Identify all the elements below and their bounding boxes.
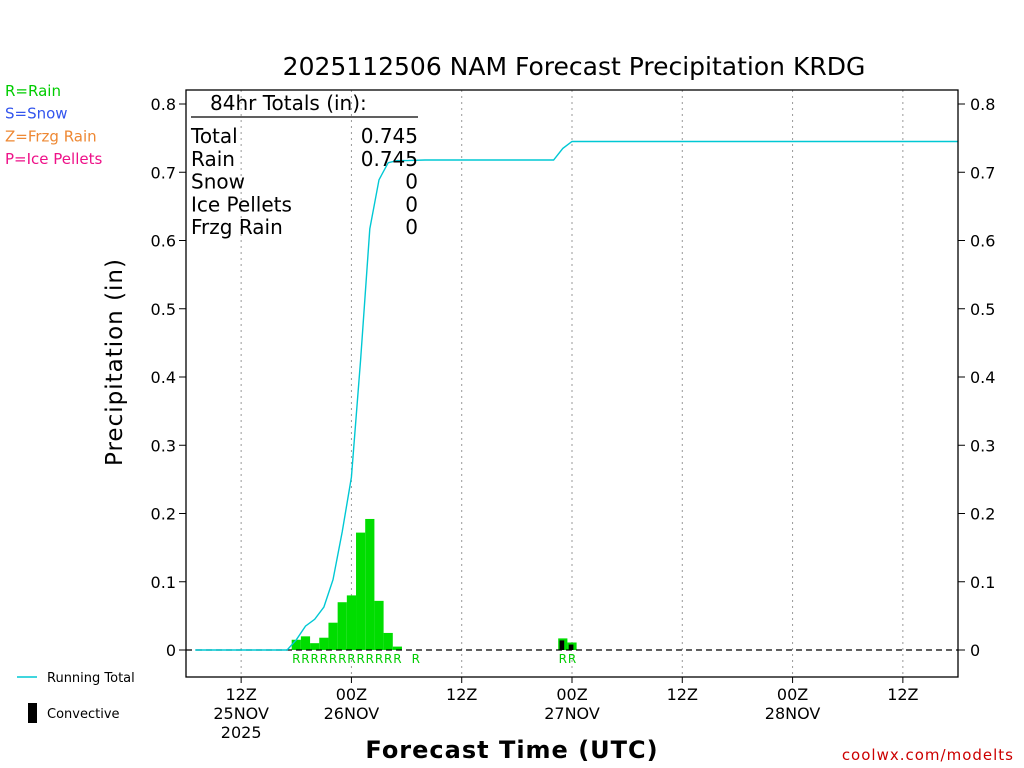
ptype-marker: R: [347, 652, 355, 666]
x-tick-label: 26NOV: [324, 704, 380, 723]
x-tick-label: 00Z: [777, 685, 808, 704]
ptype-marker: R: [366, 652, 374, 666]
rain-bar: [392, 646, 402, 650]
y-tick-label-right: 0.6: [970, 232, 995, 251]
y-tick-label-left: 0: [166, 641, 176, 660]
y-tick-label-left: 0.5: [151, 300, 176, 319]
running-total-legend-label: Running Total: [47, 671, 135, 686]
x-tick-label: 25NOV: [213, 704, 269, 723]
rain-bar: [365, 518, 375, 650]
x-tick-label: 12Z: [446, 685, 477, 704]
y-tick-label-right: 0.3: [970, 436, 995, 455]
ptype-marker: R: [384, 652, 392, 666]
precip-bars: [291, 518, 577, 650]
ptype-marker: R: [375, 652, 383, 666]
totals-row-value: 0.745: [361, 147, 418, 171]
gridlines: [240, 90, 904, 677]
ptype-marker: R: [568, 652, 576, 666]
totals-row-label: Ice Pellets: [191, 192, 292, 216]
rain-bar: [328, 622, 338, 650]
x-tick-label: 00Z: [336, 685, 367, 704]
convective-legend-swatch: [28, 703, 37, 723]
chart-title: 2025112506 NAM Forecast Precipitation KR…: [283, 52, 866, 81]
rain-bar: [291, 639, 301, 650]
rain-bar: [310, 643, 320, 650]
y-tick-label-left: 0.2: [151, 505, 176, 524]
totals-row-label: Snow: [191, 170, 245, 194]
x-tick-label: 12Z: [225, 685, 256, 704]
y-tick-label-right: 0.2: [970, 505, 995, 524]
y-tick-label-left: 0.8: [151, 95, 176, 114]
y-axis-left: 0 0.1 0.2 0.3 0.4 0.5 0.6 0.7 0.8: [151, 95, 186, 660]
totals-row-value: 0.745: [361, 124, 418, 148]
totals-row-label: Rain: [191, 147, 235, 171]
y-tick-label-right: 0.1: [970, 573, 995, 592]
running-total-line: [195, 140, 958, 651]
ptype-marker: R: [329, 652, 337, 666]
ptype-legend-item: Z=Frzg Rain: [5, 127, 97, 145]
totals-row-value: 0: [405, 215, 418, 239]
y-tick-label-left: 0.1: [151, 573, 176, 592]
x-tick-label: 27NOV: [544, 704, 600, 723]
ptype-marker: R: [412, 652, 420, 666]
y-tick-label-right: 0.7: [970, 163, 995, 182]
ptype-legend-item: P=Ice Pellets: [5, 150, 102, 168]
x-tick-label: 12Z: [667, 685, 698, 704]
rain-bar: [319, 637, 329, 650]
totals-row-value: 0: [405, 170, 418, 194]
y-tick-label-right: 0: [970, 641, 980, 660]
convective-bar: [559, 640, 565, 650]
totals-row-label: Frzg Rain: [191, 215, 283, 239]
x-tick-label: 12Z: [887, 685, 918, 704]
y-tick-label-right: 0.4: [970, 368, 995, 387]
x-tick-label: 2025: [221, 723, 262, 742]
y-tick-label-right: 0.5: [970, 300, 995, 319]
rain-bar: [374, 600, 384, 650]
x-tick-label: 00Z: [556, 685, 587, 704]
totals-row-value: 0: [405, 192, 418, 216]
source-credit: coolwx.com/modelts: [842, 746, 1014, 764]
y-axis-label: Precipitation (in): [102, 258, 128, 466]
series-legend: Running Total Convective: [17, 671, 135, 723]
totals-header: 84hr Totals (in):: [210, 91, 367, 115]
ptype-marker: R: [393, 652, 401, 666]
y-axis-right: 0 0.1 0.2 0.3 0.4 0.5 0.6 0.7 0.8: [958, 95, 995, 660]
y-tick-label-right: 0.8: [970, 95, 995, 114]
rain-bar: [300, 636, 311, 650]
y-tick-label-left: 0.6: [151, 232, 176, 251]
ptype-marker: R: [292, 652, 300, 666]
x-tick-label: 28NOV: [765, 704, 821, 723]
ptype-legend-item: R=Rain: [5, 82, 61, 100]
ptype-marker: R: [310, 652, 318, 666]
x-axis-label: Forecast Time (UTC): [365, 736, 658, 764]
y-tick-label-left: 0.3: [151, 436, 176, 455]
convective-legend-label: Convective: [47, 707, 120, 722]
rain-bar: [383, 632, 393, 650]
ptype-marker: R: [320, 652, 328, 666]
rain-bar: [346, 595, 357, 650]
y-tick-label-left: 0.4: [151, 368, 176, 387]
convective-bar: [568, 644, 574, 650]
precip-type-legend: R=Rain S=Snow Z=Frzg Rain P=Ice Pellets: [5, 82, 102, 168]
ptype-marker: R: [559, 652, 567, 666]
y-tick-label-left: 0.7: [151, 163, 176, 182]
rain-bar: [337, 602, 347, 650]
ptype-marker: R: [301, 652, 309, 666]
ptype-legend-item: S=Snow: [5, 105, 68, 123]
totals-row-label: Total: [190, 124, 238, 148]
rain-bar: [356, 532, 366, 650]
totals-box: 84hr Totals (in): Total 0.745 Rain 0.745 Sno…: [190, 91, 418, 239]
ptype-marker: R: [356, 652, 364, 666]
ptype-marker: R: [338, 652, 346, 666]
